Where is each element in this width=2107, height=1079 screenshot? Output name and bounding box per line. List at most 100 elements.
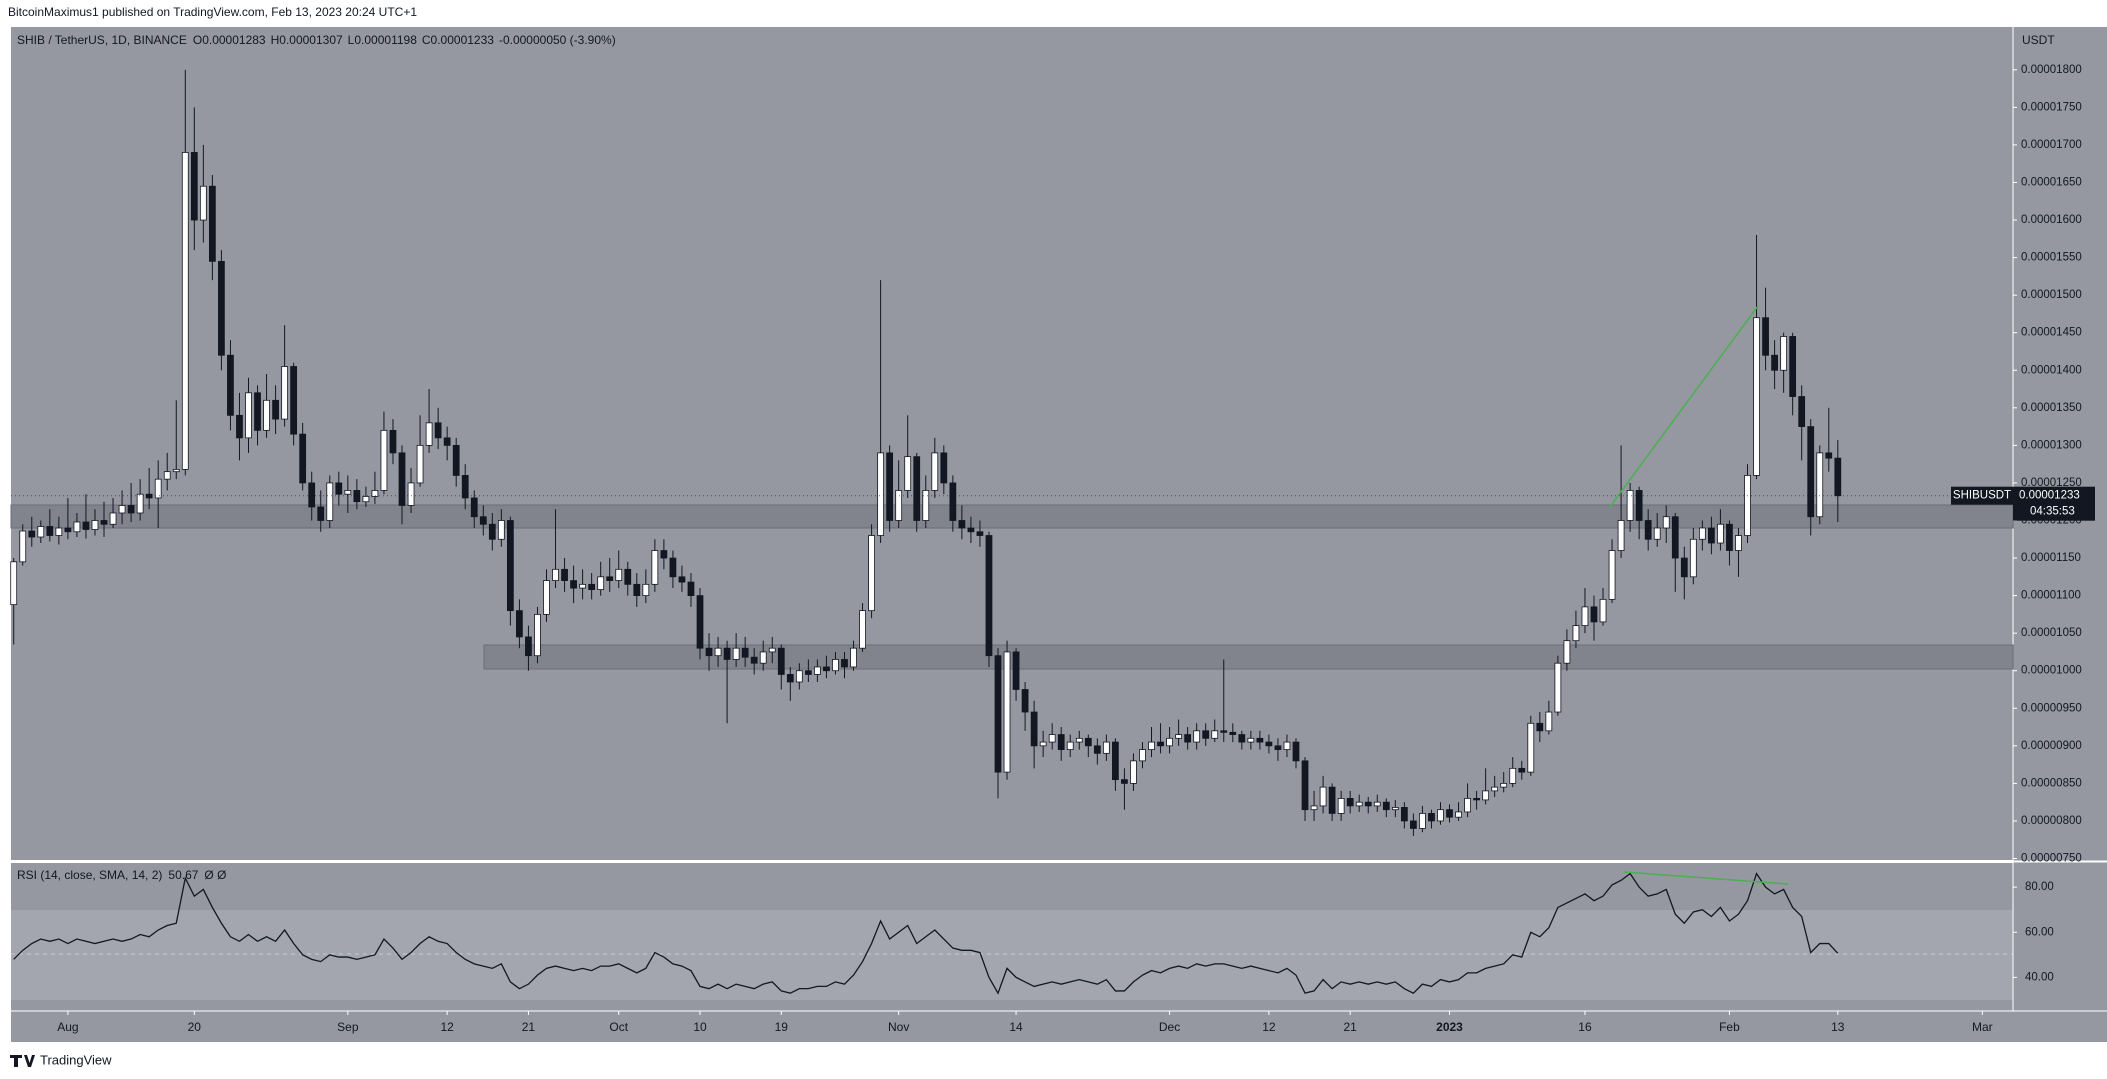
- candle-body-down: [949, 482, 957, 521]
- candle-body-down: [1726, 523, 1733, 551]
- candle-body-up: [1464, 798, 1471, 813]
- y-tick-label: 0.00000800: [2021, 815, 2082, 827]
- candle-body-up: [1689, 538, 1697, 578]
- candle-body-up: [380, 429, 388, 491]
- candle-body-up: [1491, 786, 1499, 792]
- candle-body-down: [1301, 760, 1309, 811]
- candle-body-down: [443, 437, 451, 446]
- candle-body-down: [1057, 734, 1065, 750]
- candle-body-up: [543, 580, 550, 615]
- candle-body-up: [1310, 805, 1318, 811]
- time-axis: [11, 1011, 2107, 1042]
- y-tick-label: 0.00001800: [2021, 64, 2082, 76]
- rsi-value: 50.67: [168, 868, 198, 882]
- rsi-y-tick-label: 60.00: [2025, 926, 2054, 938]
- rsi-legend: RSI (14, close, SMA, 14, 2) 50.67 Ø Ø: [17, 868, 226, 882]
- candle-body-up: [1211, 730, 1219, 739]
- candle-body-up: [1048, 734, 1056, 743]
- x-tick-label: Dec: [1159, 1020, 1180, 1034]
- candle-body-down: [1256, 737, 1264, 743]
- candle-body-down: [1093, 745, 1101, 754]
- logo-text: TradingView: [40, 1052, 112, 1067]
- candle-body-up: [1166, 737, 1173, 747]
- candle-body-up: [37, 526, 45, 538]
- y-tick-label: 0.00000950: [2021, 702, 2082, 714]
- candle-body-up: [199, 185, 207, 221]
- candle-body-down: [1220, 730, 1228, 733]
- candle-body-down: [64, 527, 72, 533]
- candle-body-up: [10, 561, 18, 606]
- candle-body-down: [777, 647, 785, 675]
- candle-body-down: [218, 260, 225, 356]
- candle-body-down: [1184, 734, 1192, 743]
- candle-body-down: [886, 452, 894, 521]
- candle-body-down: [723, 647, 731, 660]
- candle-body-up: [1355, 801, 1363, 807]
- candle-body-down: [479, 516, 487, 525]
- x-tick-label: 2023: [1436, 1020, 1463, 1034]
- candle-body-down: [208, 185, 216, 262]
- candle-body-down: [1825, 452, 1833, 459]
- candle-body-down: [461, 475, 469, 499]
- candle-body-down: [1771, 354, 1778, 371]
- y-tick-label: 0.00000750: [2021, 853, 2082, 865]
- candle-body-up: [263, 399, 270, 431]
- candle-body-down: [290, 366, 298, 435]
- candle-body-down: [1238, 734, 1246, 743]
- candle-body-up: [1437, 809, 1444, 822]
- candle-body-up: [154, 478, 162, 499]
- rsi-y-tick-label: 40.00: [2025, 971, 2054, 983]
- candle-body-up: [281, 366, 288, 420]
- change: -0.00000050 (-3.90%): [499, 33, 616, 47]
- candle-body-down: [741, 647, 749, 658]
- candle-body-down: [1680, 557, 1688, 578]
- candle-body-down: [82, 521, 90, 530]
- candle-body-up: [1075, 737, 1083, 743]
- candle-body-down: [1202, 730, 1210, 739]
- ohlc-value: 0.00001307: [279, 33, 343, 47]
- candle-body-down: [1328, 786, 1336, 814]
- candle-body-up: [768, 647, 776, 653]
- candle-body-up: [732, 647, 740, 660]
- candle-body-down: [190, 152, 198, 221]
- candle-body-down: [1789, 336, 1797, 397]
- candle-body-down: [976, 531, 984, 536]
- x-tick-label: 14: [1009, 1020, 1023, 1034]
- candle-body-down: [1807, 426, 1815, 518]
- candle-body-up: [1102, 741, 1110, 754]
- support-zone: [483, 644, 2014, 670]
- candle-body-up: [181, 152, 189, 470]
- candle-body-down: [1274, 745, 1282, 750]
- candle-body-up: [1563, 640, 1571, 664]
- x-tick-label: 20: [188, 1020, 202, 1034]
- candle-body-up: [534, 613, 541, 657]
- candle-body-up: [1816, 452, 1824, 518]
- symbol: SHIB / TetherUS, 1D, BINANCE: [17, 33, 187, 47]
- x-tick-label: Mar: [1972, 1020, 1993, 1034]
- candle-body-down: [236, 414, 243, 439]
- candle-body-up: [1545, 711, 1553, 732]
- candle-body-down: [1446, 809, 1453, 818]
- candle-body-down: [967, 527, 975, 533]
- candle-body-up: [579, 583, 586, 589]
- candle-body-down: [227, 354, 234, 416]
- y-tick-label: 0.00001700: [2021, 139, 2082, 151]
- candle-body-down: [913, 456, 921, 521]
- candle-body-down: [470, 497, 478, 518]
- candle-body-down: [353, 490, 361, 503]
- price-label: 0.00001233: [2019, 490, 2080, 502]
- price-pane: [11, 27, 2013, 860]
- candle-body-down: [1021, 689, 1029, 713]
- candle-body-up: [163, 471, 171, 480]
- candle-body-down: [1762, 317, 1769, 356]
- candle-body-down: [823, 666, 830, 672]
- candle-body-up: [1717, 523, 1724, 544]
- candle-body-down: [46, 526, 54, 536]
- candle-body-up: [877, 452, 884, 536]
- candle-body-down: [1292, 741, 1300, 762]
- y-tick-label: 0.00001400: [2021, 364, 2082, 376]
- y-tick-label: 0.00001150: [2021, 552, 2081, 564]
- x-tick-label: Oct: [609, 1020, 628, 1034]
- legend: SHIB / TetherUS, 1D, BINANCE O0.00001283 H…: [17, 33, 616, 47]
- x-tick-label: Nov: [888, 1020, 909, 1034]
